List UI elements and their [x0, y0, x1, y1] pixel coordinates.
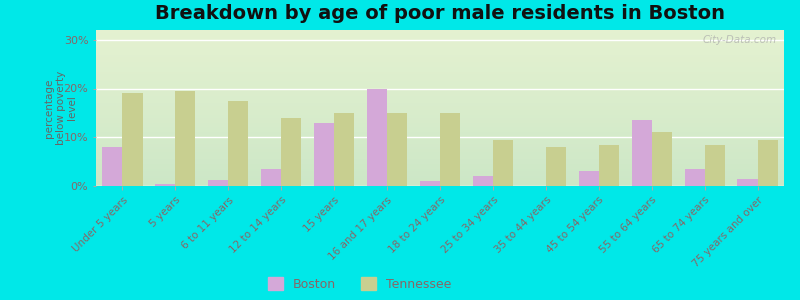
Bar — [652, 132, 672, 186]
Bar — [473, 176, 493, 186]
Bar — [493, 140, 513, 186]
Bar — [387, 113, 407, 186]
Bar — [102, 147, 122, 186]
Bar — [631, 120, 652, 186]
Y-axis label: percentage
below poverty
level: percentage below poverty level — [44, 71, 78, 145]
Bar — [367, 88, 387, 186]
Text: City-Data.com: City-Data.com — [703, 35, 777, 45]
Bar — [440, 113, 460, 186]
Title: Breakdown by age of poor male residents in Boston: Breakdown by age of poor male residents … — [155, 4, 725, 23]
Bar — [175, 91, 195, 186]
Bar — [334, 113, 354, 186]
Bar — [420, 181, 440, 186]
Bar — [705, 145, 725, 186]
Legend: Boston, Tennessee: Boston, Tennessee — [268, 277, 452, 291]
Bar — [758, 140, 778, 186]
Bar — [208, 180, 228, 186]
Bar — [546, 147, 566, 186]
Bar — [738, 179, 758, 186]
Bar — [282, 118, 302, 186]
Bar — [261, 169, 282, 186]
Bar — [122, 93, 142, 186]
Bar — [155, 184, 175, 186]
Bar — [685, 169, 705, 186]
Bar — [314, 123, 334, 186]
Bar — [598, 145, 619, 186]
Bar — [228, 101, 249, 186]
Bar — [578, 171, 598, 186]
